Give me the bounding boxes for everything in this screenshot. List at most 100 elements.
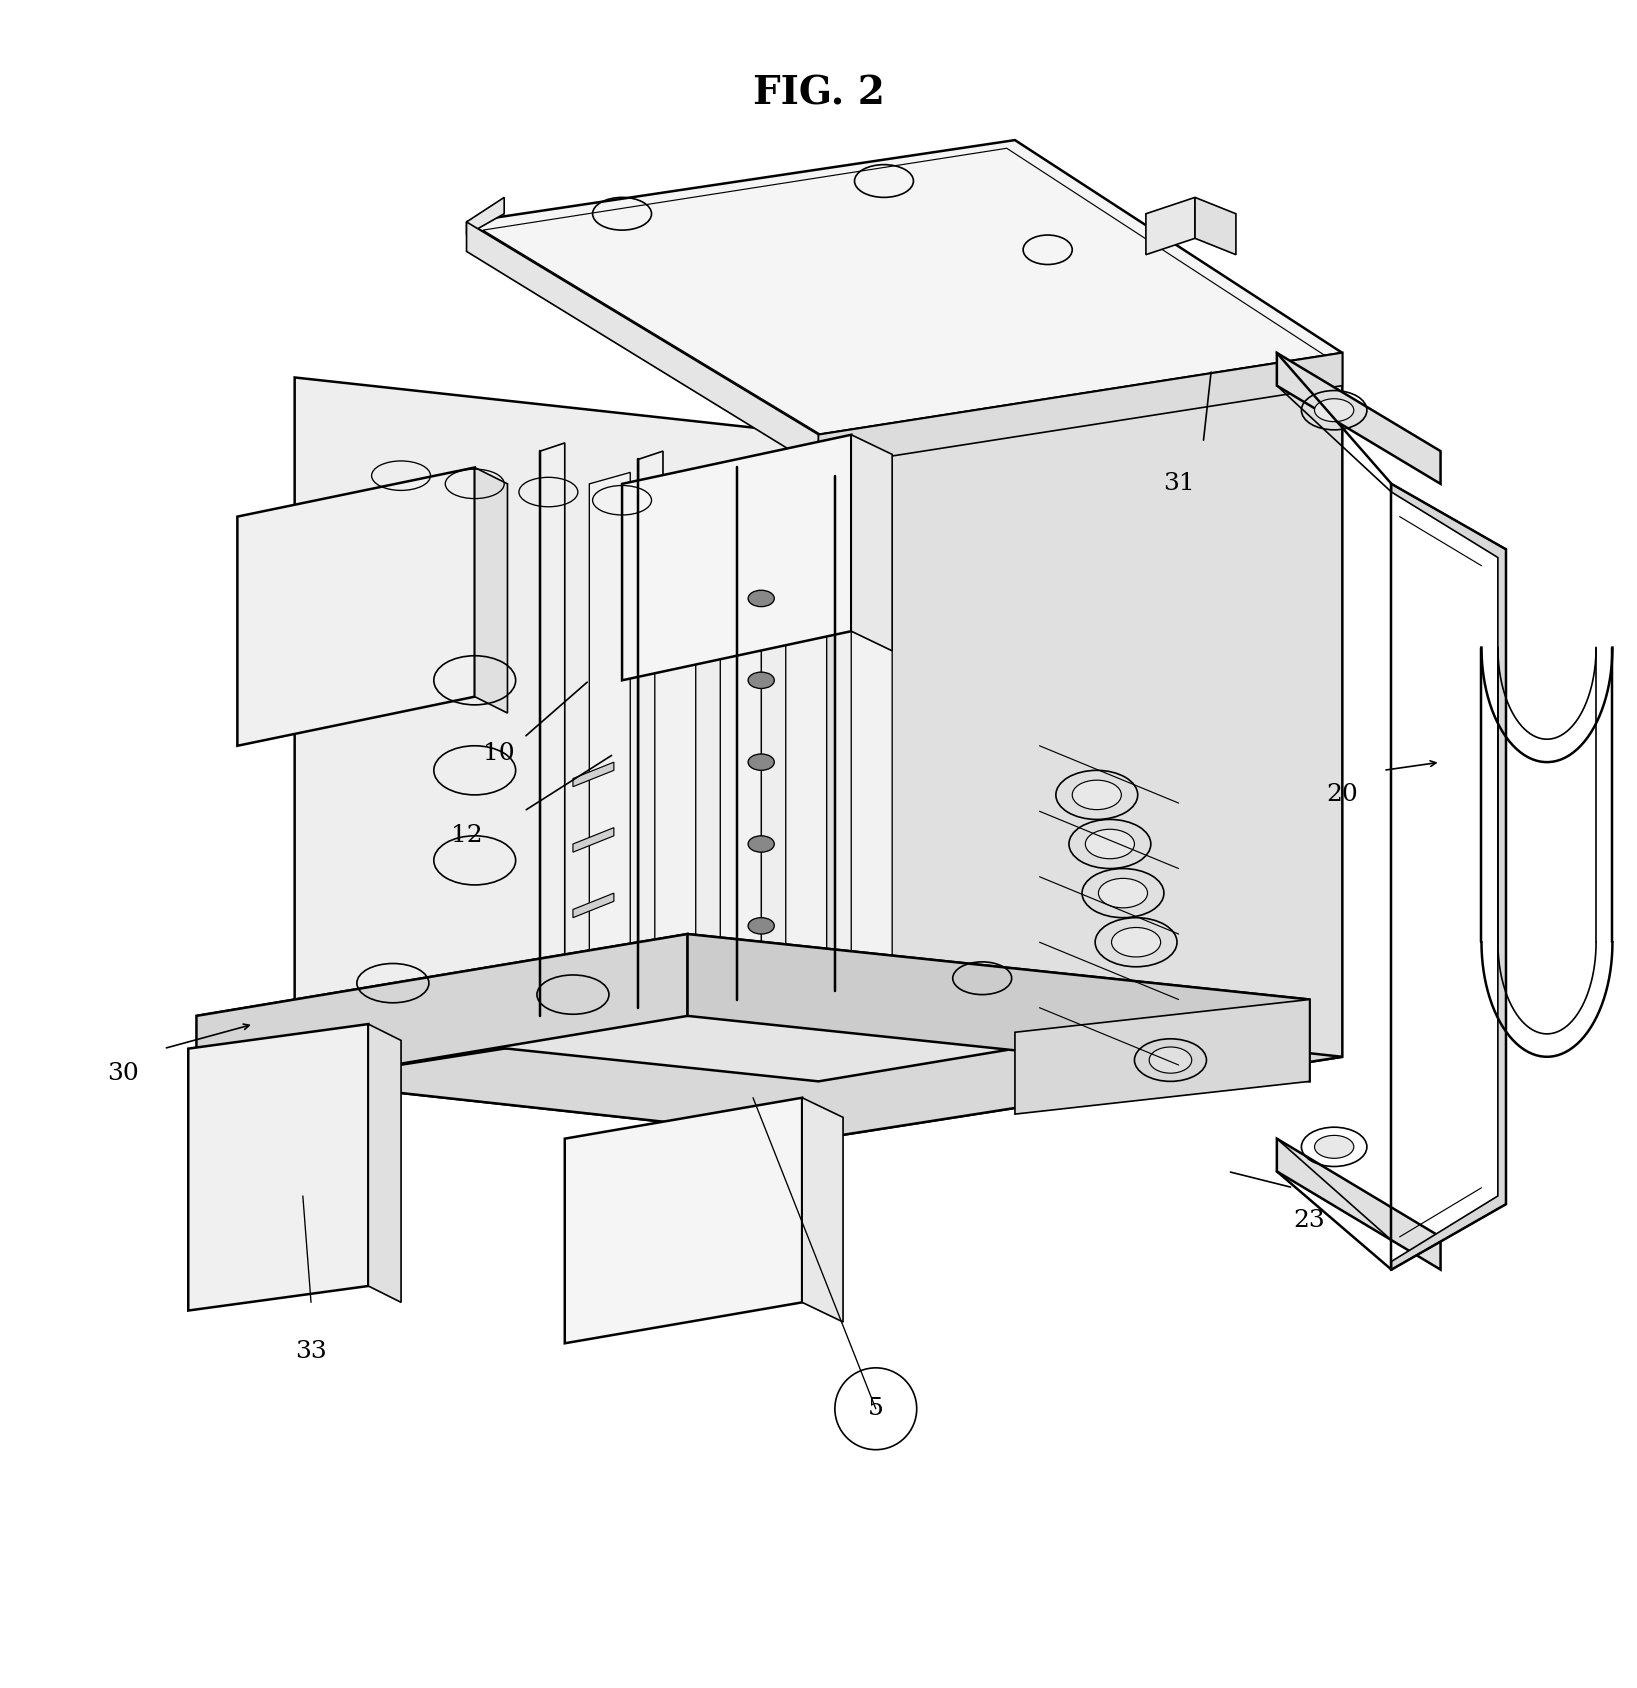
Ellipse shape <box>360 662 393 682</box>
Circle shape <box>370 544 383 555</box>
Text: FIG. 2: FIG. 2 <box>753 74 884 113</box>
Circle shape <box>732 537 742 545</box>
Ellipse shape <box>769 555 802 576</box>
Circle shape <box>419 641 432 655</box>
Ellipse shape <box>1315 398 1354 422</box>
Polygon shape <box>540 442 565 1016</box>
Polygon shape <box>638 451 663 1008</box>
Ellipse shape <box>237 1168 270 1192</box>
Ellipse shape <box>360 621 393 641</box>
Ellipse shape <box>720 491 753 510</box>
Ellipse shape <box>720 1219 753 1239</box>
Circle shape <box>419 601 432 613</box>
Ellipse shape <box>1149 1047 1192 1074</box>
Circle shape <box>683 1241 692 1251</box>
Text: 12: 12 <box>450 824 483 847</box>
Ellipse shape <box>237 1251 270 1273</box>
Polygon shape <box>802 1097 843 1322</box>
Text: 23: 23 <box>1293 1209 1326 1232</box>
Polygon shape <box>475 468 507 712</box>
Circle shape <box>247 1254 260 1268</box>
Polygon shape <box>1391 484 1506 1269</box>
Polygon shape <box>1277 1139 1441 1269</box>
Ellipse shape <box>1098 878 1148 908</box>
Circle shape <box>732 495 742 505</box>
Polygon shape <box>196 933 1310 1082</box>
Polygon shape <box>655 478 696 1011</box>
Circle shape <box>732 577 742 587</box>
Polygon shape <box>565 1097 802 1344</box>
Circle shape <box>321 562 334 576</box>
Ellipse shape <box>409 638 442 657</box>
Text: 33: 33 <box>295 1340 327 1362</box>
Ellipse shape <box>671 1195 704 1214</box>
Polygon shape <box>720 483 761 1006</box>
Circle shape <box>296 1231 309 1244</box>
Ellipse shape <box>720 1138 753 1156</box>
Ellipse shape <box>769 515 802 535</box>
Circle shape <box>683 1198 692 1209</box>
Circle shape <box>419 518 432 532</box>
Polygon shape <box>786 488 827 1001</box>
Polygon shape <box>1146 197 1195 255</box>
Ellipse shape <box>286 1185 319 1207</box>
Text: 10: 10 <box>483 743 516 765</box>
Ellipse shape <box>286 1062 319 1085</box>
Ellipse shape <box>671 515 704 535</box>
Circle shape <box>247 1173 260 1187</box>
Ellipse shape <box>671 1236 704 1254</box>
Circle shape <box>732 1183 742 1193</box>
Ellipse shape <box>237 1087 270 1109</box>
Ellipse shape <box>360 540 393 559</box>
Polygon shape <box>237 468 475 746</box>
Polygon shape <box>835 468 859 991</box>
Polygon shape <box>737 459 761 999</box>
Circle shape <box>683 520 692 530</box>
Circle shape <box>247 1214 260 1227</box>
Polygon shape <box>851 491 892 996</box>
Circle shape <box>296 1067 309 1080</box>
Polygon shape <box>295 999 1342 1139</box>
Ellipse shape <box>262 584 295 603</box>
Circle shape <box>296 1107 309 1121</box>
Circle shape <box>732 1224 742 1234</box>
Circle shape <box>683 601 692 611</box>
Polygon shape <box>467 140 1342 436</box>
Polygon shape <box>295 378 818 1139</box>
Circle shape <box>296 1148 309 1161</box>
Circle shape <box>732 1143 742 1151</box>
Polygon shape <box>688 933 1310 1082</box>
Ellipse shape <box>286 1225 319 1249</box>
Text: 30: 30 <box>106 1062 139 1085</box>
Ellipse shape <box>409 598 442 616</box>
Ellipse shape <box>671 555 704 576</box>
Ellipse shape <box>720 532 753 550</box>
Ellipse shape <box>622 1210 655 1231</box>
Ellipse shape <box>748 591 774 606</box>
Ellipse shape <box>311 559 344 579</box>
Ellipse shape <box>622 1170 655 1190</box>
Circle shape <box>272 587 285 601</box>
Ellipse shape <box>1112 927 1161 957</box>
Ellipse shape <box>720 1178 753 1197</box>
Ellipse shape <box>720 572 753 592</box>
Circle shape <box>296 1190 309 1202</box>
Polygon shape <box>1277 353 1441 484</box>
Polygon shape <box>818 353 1342 1139</box>
Ellipse shape <box>748 755 774 770</box>
Text: 31: 31 <box>1162 473 1195 495</box>
Circle shape <box>781 520 791 530</box>
Polygon shape <box>1195 197 1236 255</box>
Circle shape <box>781 560 791 571</box>
Circle shape <box>370 665 383 679</box>
Ellipse shape <box>1072 780 1121 810</box>
Polygon shape <box>573 827 614 852</box>
Ellipse shape <box>360 581 393 601</box>
Circle shape <box>781 479 791 490</box>
Polygon shape <box>467 197 504 235</box>
Ellipse shape <box>237 1128 270 1150</box>
Ellipse shape <box>286 1102 319 1126</box>
Circle shape <box>370 625 383 638</box>
Circle shape <box>634 1175 643 1185</box>
Ellipse shape <box>671 598 704 616</box>
